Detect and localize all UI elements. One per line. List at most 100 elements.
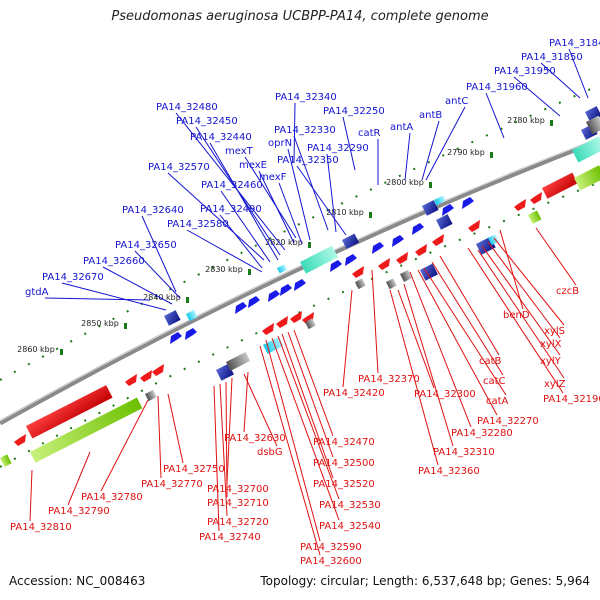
reverse-gene-label[interactable]: PA14_32540 <box>319 521 381 532</box>
trna-gene-block[interactable] <box>528 210 542 224</box>
reverse-gene-label[interactable]: PA14_32630 <box>224 433 286 444</box>
reverse-gene-label[interactable]: PA14_32780 <box>81 492 143 503</box>
reverse-gene-block[interactable] <box>305 318 316 330</box>
reverse-gene-label[interactable]: PA14_32420 <box>323 388 385 399</box>
reverse-gene-label[interactable]: catB <box>479 356 502 367</box>
forward-gene-label[interactable]: mexF <box>259 172 287 183</box>
forward-gene-label[interactable]: antB <box>419 110 442 121</box>
forward-gene-label[interactable]: PA14_32440 <box>190 132 252 143</box>
reverse-gene-arrow[interactable] <box>262 323 274 335</box>
forward-gene-label[interactable]: PA14_32450 <box>176 116 238 127</box>
forward-gene-label[interactable]: catR <box>358 128 381 139</box>
forward-gene-label[interactable]: PA14_32330 <box>274 125 336 136</box>
rrna-gene-block[interactable] <box>300 245 338 274</box>
forward-gene-label[interactable]: PA14_32340 <box>275 92 337 103</box>
forward-gene-arrow[interactable] <box>235 302 247 314</box>
reverse-gene-label[interactable]: benD <box>503 310 530 321</box>
reverse-gene-label[interactable]: PA14_32500 <box>313 458 375 469</box>
reverse-gene-arrow[interactable] <box>152 364 164 376</box>
forward-gene-label[interactable]: PA14_32350 <box>277 155 339 166</box>
reverse-gene-block[interactable] <box>26 385 113 439</box>
reverse-gene-label[interactable]: PA14_32370 <box>358 374 420 385</box>
forward-gene-arrow[interactable] <box>294 279 306 291</box>
reverse-gene-arrow[interactable] <box>468 220 480 232</box>
reverse-gene-arrow[interactable] <box>290 311 302 323</box>
reverse-gene-block[interactable] <box>226 352 251 371</box>
reverse-gene-arrow[interactable] <box>125 374 137 386</box>
forward-gene-arrow[interactable] <box>462 197 474 209</box>
forward-gene-label[interactable]: PA14_32490 <box>200 204 262 215</box>
forward-gene-label[interactable]: PA14_32570 <box>148 162 210 173</box>
forward-gene-label[interactable]: PA14_32460 <box>201 180 263 191</box>
reverse-gene-block[interactable] <box>386 278 397 290</box>
reverse-gene-label[interactable]: PA14_32470 <box>313 437 375 448</box>
forward-gene-label[interactable]: gtdA <box>25 287 49 298</box>
reverse-gene-label[interactable]: PA14_32280 <box>451 428 513 439</box>
forward-gene-label[interactable]: PA14_32660 <box>83 256 145 267</box>
forward-gene-label[interactable]: PA14_31850 <box>521 52 583 63</box>
forward-gene-arrow[interactable] <box>185 328 197 340</box>
reverse-gene-arrow[interactable] <box>276 316 288 328</box>
reverse-gene-arrow[interactable] <box>415 244 427 256</box>
forward-gene-label[interactable]: PA14_32650 <box>115 240 177 251</box>
reverse-gene-label[interactable]: PA14_32590 <box>300 542 362 553</box>
forward-gene-block[interactable] <box>186 309 198 322</box>
forward-gene-arrow[interactable] <box>280 284 292 296</box>
forward-gene-label[interactable]: PA14_32670 <box>42 272 104 283</box>
forward-gene-arrow[interactable] <box>442 204 454 216</box>
forward-gene-arrow[interactable] <box>412 223 424 235</box>
forward-gene-block[interactable] <box>434 195 446 206</box>
forward-gene-label[interactable]: antA <box>390 122 413 133</box>
forward-gene-arrow[interactable] <box>372 242 384 254</box>
forward-gene-label[interactable]: PA14_32580 <box>167 219 229 230</box>
forward-gene-block[interactable] <box>163 310 181 326</box>
reverse-gene-arrow[interactable] <box>352 266 364 278</box>
reverse-gene-label[interactable]: PA14_32520 <box>313 479 375 490</box>
reverse-gene-label[interactable]: czcB <box>556 286 579 297</box>
reverse-gene-block[interactable] <box>400 269 413 283</box>
reverse-gene-arrow[interactable] <box>14 434 26 446</box>
reverse-gene-label[interactable]: PA14_32600 <box>300 556 362 567</box>
reverse-gene-label[interactable]: PA14_32770 <box>141 479 203 490</box>
reverse-gene-label[interactable]: xylZ <box>544 379 566 390</box>
reverse-gene-block[interactable] <box>488 234 499 246</box>
forward-gene-block[interactable] <box>421 200 439 216</box>
reverse-gene-label[interactable]: catA <box>486 396 509 407</box>
reverse-gene-label[interactable]: PA14_32810 <box>10 522 72 533</box>
reverse-gene-label[interactable]: PA14_32530 <box>319 500 381 511</box>
trna-gene-block[interactable] <box>29 397 143 463</box>
forward-gene-arrow[interactable] <box>392 235 404 247</box>
forward-gene-label[interactable]: mexE <box>239 160 267 171</box>
reverse-gene-block[interactable] <box>542 172 578 199</box>
reverse-gene-label[interactable]: PA14_32310 <box>433 447 495 458</box>
forward-gene-label[interactable]: antC <box>445 96 468 107</box>
reverse-gene-label[interactable]: PA14_32710 <box>207 498 269 509</box>
forward-gene-label[interactable]: oprN <box>268 138 292 149</box>
reverse-gene-block[interactable] <box>263 336 284 354</box>
reverse-gene-label[interactable]: PA14_32720 <box>207 517 269 528</box>
reverse-gene-arrow[interactable] <box>140 370 152 382</box>
reverse-gene-label[interactable]: xylS <box>544 326 565 337</box>
forward-gene-arrow[interactable] <box>330 260 342 272</box>
reverse-gene-arrow[interactable] <box>378 258 390 270</box>
reverse-gene-label[interactable]: PA14_32790 <box>48 506 110 517</box>
reverse-gene-label[interactable]: xylX <box>540 339 562 350</box>
reverse-gene-label[interactable]: PA14_32190 <box>543 394 600 405</box>
trna-gene-block[interactable] <box>574 165 600 191</box>
reverse-gene-label[interactable]: catC <box>483 376 506 387</box>
forward-gene-label[interactable]: PA14_32290 <box>307 143 369 154</box>
rrna-gene-block[interactable] <box>571 136 600 163</box>
forward-gene-block[interactable] <box>435 214 453 230</box>
forward-gene-arrow[interactable] <box>345 254 357 266</box>
reverse-gene-label[interactable]: PA14_32300 <box>414 389 476 400</box>
forward-gene-label[interactable]: PA14_32480 <box>156 102 218 113</box>
forward-gene-arrow[interactable] <box>170 332 182 344</box>
forward-gene-label[interactable]: PA14_31960 <box>466 82 528 93</box>
forward-gene-label[interactable]: mexT <box>225 146 254 157</box>
reverse-gene-label[interactable]: xylY <box>540 356 562 367</box>
trna-gene-block[interactable] <box>0 454 12 467</box>
reverse-gene-arrow[interactable] <box>530 192 542 204</box>
reverse-gene-label[interactable]: PA14_32750 <box>163 464 225 475</box>
reverse-gene-arrow[interactable] <box>396 252 408 264</box>
reverse-gene-block[interactable] <box>354 278 366 290</box>
